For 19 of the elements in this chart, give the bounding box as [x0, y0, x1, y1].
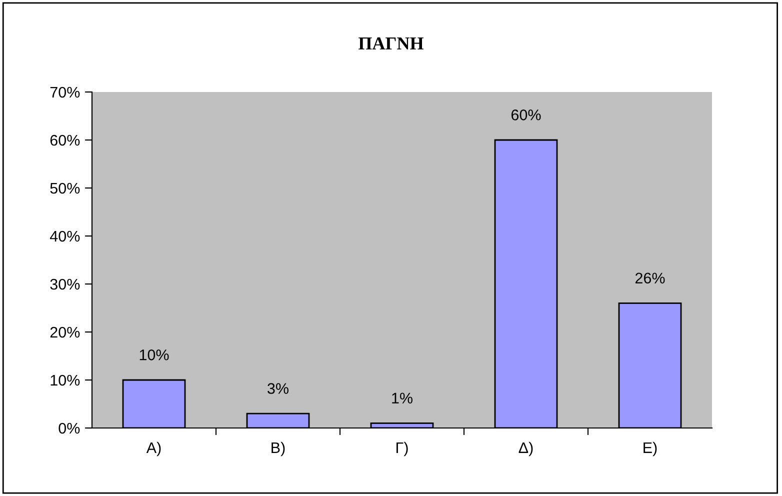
x-tick-label: Δ) — [518, 442, 533, 456]
data-label: 1% — [392, 392, 412, 404]
data-label: 10% — [140, 349, 169, 360]
x-tick-label: Γ) — [396, 442, 408, 456]
y-tick-label: 30% — [50, 278, 80, 290]
y-tick-label: 10% — [50, 374, 80, 386]
data-label: 60% — [511, 109, 541, 120]
y-tick-label: 20% — [50, 326, 80, 338]
chart-title: ΠΑΓΝΗ — [358, 37, 424, 50]
x-tick-label: Ε) — [644, 442, 657, 456]
y-tick-label: 70% — [50, 86, 80, 98]
data-label: 3% — [268, 383, 288, 394]
x-tick-label: Α) — [146, 442, 161, 456]
y-tick-label: 40% — [50, 230, 80, 242]
x-tick-label: Β) — [272, 442, 285, 456]
y-tick-label: 60% — [50, 134, 80, 146]
data-label: 26% — [635, 272, 665, 284]
y-tick-label: 50% — [50, 182, 80, 194]
y-tick-label: 0% — [58, 422, 80, 434]
